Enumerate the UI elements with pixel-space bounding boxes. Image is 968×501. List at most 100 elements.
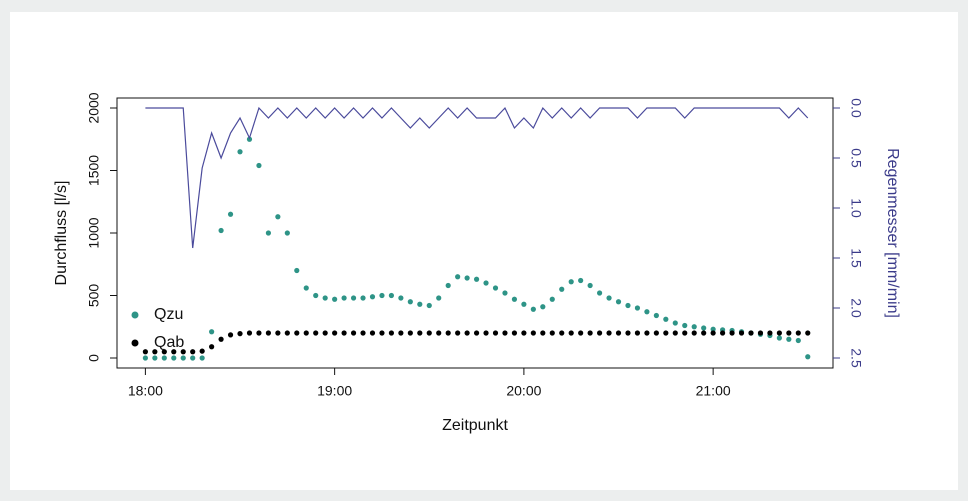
point — [341, 295, 347, 301]
point — [606, 295, 612, 301]
point — [303, 285, 309, 291]
point — [587, 282, 593, 289]
point — [492, 285, 499, 291]
point — [549, 330, 555, 336]
point — [237, 149, 243, 155]
point — [672, 330, 678, 336]
point — [303, 330, 309, 336]
point — [199, 355, 205, 361]
point — [313, 330, 319, 336]
point — [218, 336, 224, 342]
point — [672, 320, 678, 326]
point — [426, 330, 432, 336]
point — [691, 330, 697, 336]
point — [180, 355, 186, 361]
point — [341, 330, 347, 336]
point — [530, 330, 536, 336]
point — [388, 292, 395, 299]
point — [426, 302, 432, 309]
point — [701, 330, 707, 336]
point — [786, 330, 792, 336]
point — [502, 330, 508, 336]
point — [284, 230, 290, 236]
point — [757, 330, 764, 336]
y-tick-label: 500 — [86, 284, 102, 308]
point — [483, 280, 489, 286]
y-axis-label: Durchfluss [l/s] — [53, 181, 70, 286]
point — [369, 330, 376, 336]
point — [161, 355, 167, 361]
point — [578, 277, 584, 284]
point — [710, 326, 716, 332]
point — [445, 282, 451, 289]
point — [559, 330, 565, 336]
point — [710, 330, 716, 336]
point — [379, 292, 385, 299]
point — [682, 330, 688, 336]
y2-axis: 0.0 0.5 1.0 1.5 2.0 2.5 — [833, 98, 864, 368]
point — [161, 349, 167, 355]
point — [786, 336, 792, 342]
point — [805, 330, 811, 336]
point — [455, 274, 461, 280]
point — [227, 211, 234, 217]
point — [483, 330, 489, 336]
point — [701, 325, 707, 331]
legend-marker — [131, 339, 139, 347]
point — [691, 324, 697, 330]
point — [171, 355, 177, 361]
point — [180, 349, 186, 355]
point — [388, 330, 395, 336]
point — [142, 349, 148, 355]
point — [559, 286, 565, 292]
point — [417, 330, 423, 336]
point — [265, 230, 272, 236]
point — [360, 330, 366, 336]
point — [398, 295, 404, 301]
point — [190, 355, 196, 361]
point — [738, 330, 745, 336]
y2-tick-label: 2.0 — [848, 298, 864, 318]
point — [606, 330, 612, 336]
point — [776, 335, 782, 341]
y2-tick-label: 0.0 — [848, 98, 864, 118]
point — [284, 330, 290, 336]
point — [578, 330, 584, 336]
point — [256, 162, 262, 169]
y2-tick-label: 1.0 — [848, 198, 864, 218]
point — [237, 331, 243, 337]
point — [322, 295, 328, 301]
point — [568, 279, 574, 285]
point — [521, 330, 527, 336]
point — [682, 322, 688, 329]
point — [369, 294, 376, 300]
point — [190, 349, 196, 355]
point — [653, 330, 659, 336]
point — [805, 354, 811, 360]
point — [473, 330, 480, 336]
point — [350, 330, 357, 336]
point — [473, 276, 480, 282]
point — [209, 344, 215, 350]
point — [596, 330, 603, 336]
point — [436, 295, 442, 301]
point — [596, 290, 603, 296]
x-tick-label: 19:00 — [317, 383, 352, 399]
point — [795, 337, 801, 344]
point — [644, 330, 650, 336]
point — [275, 214, 281, 220]
point — [350, 295, 357, 301]
point — [455, 330, 461, 336]
point — [530, 306, 536, 312]
point — [256, 330, 262, 336]
point — [417, 301, 423, 307]
point — [199, 348, 205, 354]
legend-label: Qzu — [154, 306, 183, 323]
x-tick-label: 18:00 — [128, 383, 163, 399]
panel — [10, 12, 958, 490]
point — [313, 292, 319, 299]
point — [663, 330, 669, 336]
point — [625, 302, 631, 309]
